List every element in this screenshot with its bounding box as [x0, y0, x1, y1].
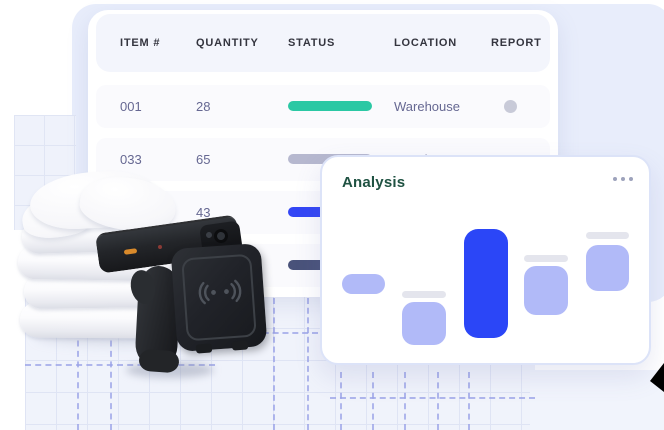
dashed-line: [110, 330, 112, 430]
cell-item-number: 033: [120, 152, 142, 167]
chart-bar: [402, 302, 446, 345]
analysis-title: Analysis: [342, 174, 406, 191]
background-wash: [530, 370, 664, 430]
column-header-location: LOCATION: [394, 37, 458, 49]
chart-bar: [524, 266, 568, 315]
dashed-line: [437, 372, 439, 430]
dashed-line: [372, 372, 374, 430]
dashed-line: [340, 372, 342, 430]
report-dot[interactable]: [504, 100, 517, 113]
chart-cap: [402, 291, 446, 298]
dashed-line: [307, 298, 309, 430]
dashed-line: [468, 372, 470, 430]
dashed-line: [77, 330, 79, 430]
cell-location: Warehouse: [394, 99, 460, 114]
dashed-line: [330, 397, 535, 399]
table-row[interactable]: 001 28 Warehouse: [96, 85, 550, 128]
ellipsis-icon[interactable]: [613, 177, 633, 181]
chart-bar: [342, 274, 385, 294]
column-header-status: STATUS: [288, 37, 336, 49]
cell-quantity: 28: [196, 99, 211, 114]
cell-quantity: 43: [196, 205, 211, 220]
chart-cap: [586, 232, 629, 239]
cell-item-number: 001: [120, 99, 142, 114]
dashed-line: [25, 364, 215, 366]
column-header-item: ITEM #: [120, 37, 161, 49]
scanner-antenna-foot: [231, 340, 249, 351]
chart-cap: [524, 255, 568, 262]
dashed-line: [273, 298, 275, 430]
cell-quantity: 65: [196, 152, 211, 167]
column-header-quantity: QUANTITY: [196, 37, 259, 49]
status-bar: [288, 101, 372, 111]
table-header-row: ITEM # QUANTITY STATUS LOCATION REPORT: [96, 14, 550, 72]
chart-bar: [464, 229, 508, 338]
column-header-report: REPORT: [491, 37, 542, 49]
analysis-card: Analysis: [320, 155, 651, 365]
scanner-grip-base: [138, 348, 180, 374]
scanner-antenna-foot: [195, 343, 213, 354]
contactless-wave-icon: [198, 279, 242, 305]
chart-bar: [586, 245, 629, 291]
dashed-line: [404, 372, 406, 430]
